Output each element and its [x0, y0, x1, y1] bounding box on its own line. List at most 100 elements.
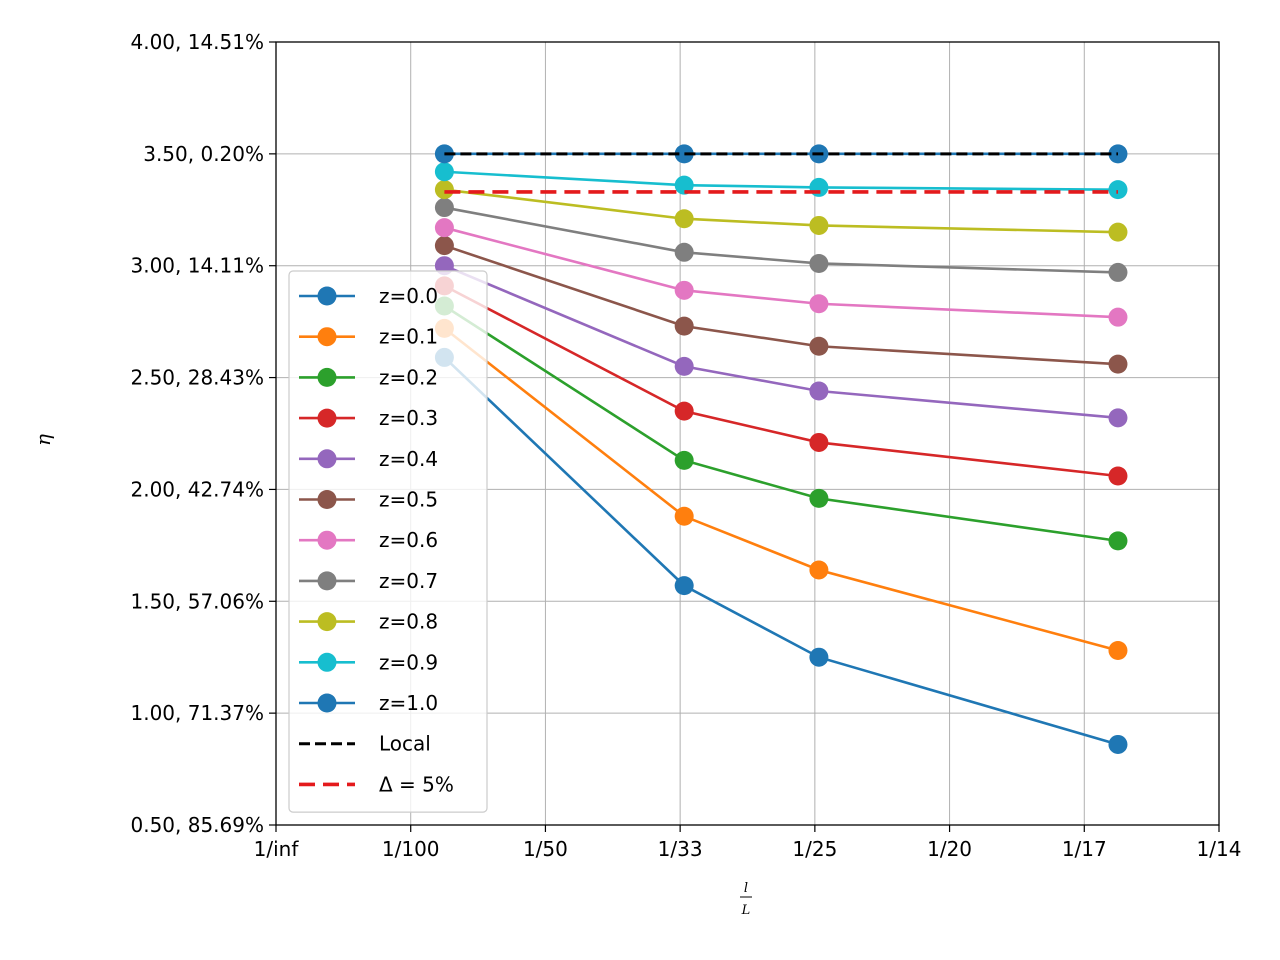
- series-z=0.4: [434, 256, 1128, 428]
- legend-entry: z=0.6: [299, 528, 438, 552]
- legend-label: z=1.0: [379, 691, 438, 715]
- legend-label: z=0.0: [379, 284, 438, 308]
- x-tick-label: 1/inf: [254, 837, 300, 861]
- data-point: [809, 336, 829, 356]
- data-point: [1108, 408, 1128, 428]
- data-point: [674, 209, 694, 229]
- series-line: [443, 356, 1119, 746]
- legend-label: z=0.8: [379, 610, 438, 634]
- legend-label: z=0.5: [379, 488, 438, 512]
- data-point: [434, 180, 454, 200]
- data-point: [434, 236, 454, 256]
- legend-label: z=0.3: [379, 406, 438, 430]
- data-point: [809, 560, 829, 580]
- plot-frame: [275, 41, 1220, 826]
- legend-swatch-marker: [317, 327, 337, 347]
- series-line: [444, 170, 1118, 191]
- legend-label: z=0.9: [379, 650, 438, 674]
- legend-swatch-marker: [317, 408, 337, 428]
- data-point: [809, 432, 829, 452]
- series-layer: [434, 144, 1128, 754]
- legend-entry: Δ = 5%: [299, 772, 454, 796]
- legend-label: z=0.7: [379, 569, 438, 593]
- legend-entry: z=0.9: [299, 650, 438, 674]
- series-line: [443, 244, 1119, 366]
- legend-swatch-marker: [317, 693, 337, 713]
- series-line: [444, 206, 1119, 274]
- data-point: [674, 316, 694, 336]
- legend-entry: z=0.5: [299, 488, 438, 512]
- x-tick-label: 1/33: [658, 837, 703, 861]
- legend-label: Δ = 5%: [379, 772, 454, 796]
- data-point: [809, 253, 829, 273]
- data-point: [674, 506, 694, 526]
- data-point: [809, 488, 829, 508]
- legend-entry: z=0.1: [299, 325, 438, 349]
- legend-swatch-marker: [317, 449, 337, 469]
- y-tick-label: 2.50, 28.43%: [130, 366, 264, 390]
- legend-swatch-marker: [317, 286, 337, 306]
- data-point: [674, 356, 694, 376]
- x-tick-label: 1/50: [523, 837, 568, 861]
- legend-swatch-marker: [317, 367, 337, 387]
- x-axis-label-numerator: l: [744, 881, 748, 896]
- data-point: [674, 144, 694, 164]
- x-tick-label: 1/100: [382, 837, 440, 861]
- y-tick-label: 4.00, 14.51%: [130, 30, 264, 54]
- data-point: [809, 215, 829, 235]
- x-axis-label: l L: [740, 881, 752, 918]
- series-line: [443, 264, 1119, 420]
- y-tick-label: 2.00, 42.74%: [130, 477, 264, 501]
- data-point: [674, 175, 694, 195]
- y-axis-label-group: η: [31, 434, 55, 446]
- legend-swatch-marker: [317, 571, 337, 591]
- y-tick-label: 3.00, 14.11%: [130, 254, 264, 278]
- data-point: [809, 294, 829, 314]
- legend-swatch-marker: [317, 612, 337, 632]
- legend-label: z=0.6: [379, 528, 438, 552]
- axis-ticks: 1/inf 1/100 1/50 1/33 1/25 1/20 1/17 1/14 0.50, …: [130, 30, 1241, 861]
- legend-box: [288, 270, 488, 813]
- data-point: [1108, 180, 1128, 200]
- data-point: [1108, 466, 1128, 486]
- legend-entry: z=0.0: [299, 284, 438, 308]
- legend: z=0.0 z=0.1 z=0.2 z=0.3 z=0.4 z=0.5 z=0.6 z=0.7…: [288, 270, 488, 813]
- legend-swatch-marker: [317, 652, 337, 672]
- data-point: [434, 218, 454, 238]
- legend-entry: z=0.8: [299, 610, 438, 634]
- series-z=0.7: [434, 198, 1128, 282]
- series-z=0.5: [434, 236, 1128, 374]
- y-tick-label: 1.50, 57.06%: [130, 589, 264, 613]
- series-line: [444, 226, 1119, 319]
- legend-label: z=0.4: [379, 447, 438, 471]
- data-point: [674, 576, 694, 596]
- y-tick-label: 3.50, 0.20%: [143, 142, 264, 166]
- legend-swatch-marker: [317, 490, 337, 509]
- x-tick-label: 1/14: [1197, 837, 1242, 861]
- x-tick-label: 1/20: [927, 837, 972, 861]
- series-line: [443, 284, 1119, 478]
- data-point: [674, 280, 694, 300]
- series-z=0.3: [434, 276, 1128, 486]
- y-tick-label: 0.50, 85.69%: [130, 813, 264, 837]
- legend-entry: z=0.3: [299, 406, 438, 430]
- data-point: [1108, 307, 1128, 327]
- data-point: [674, 401, 694, 421]
- x-tick-label: 1/17: [1062, 837, 1107, 861]
- y-tick-label: 1.00, 71.37%: [130, 701, 264, 725]
- data-point: [809, 177, 829, 197]
- series-line: [443, 327, 1119, 652]
- data-point: [1108, 354, 1128, 374]
- data-point: [434, 198, 454, 218]
- data-point: [1108, 641, 1128, 661]
- x-axis-label-denominator: L: [741, 903, 751, 918]
- data-point: [1108, 262, 1128, 282]
- data-point: [1108, 222, 1128, 242]
- data-point: [1108, 531, 1128, 551]
- data-point: [434, 162, 454, 182]
- legend-swatch-marker: [317, 530, 337, 550]
- series-z=0.8: [434, 180, 1128, 242]
- data-point: [1108, 734, 1128, 754]
- legend-label: z=0.1: [379, 325, 438, 349]
